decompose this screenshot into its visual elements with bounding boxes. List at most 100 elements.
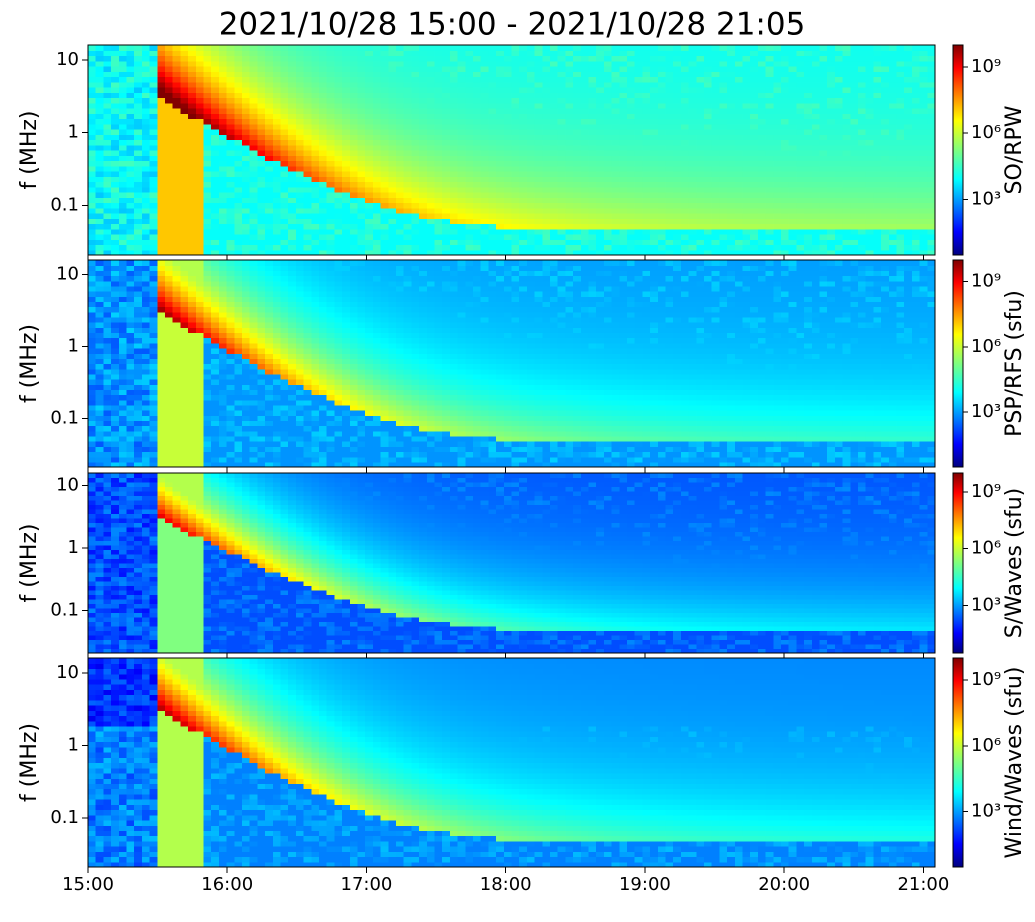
spectrogram-cell: [103, 140, 111, 146]
spectrogram-cell: [827, 245, 835, 251]
spectrogram-cell: [165, 203, 173, 209]
spectrogram-cell: [250, 113, 258, 119]
spectrogram-cell: [127, 129, 135, 135]
spectrogram-cell: [627, 145, 635, 151]
spectrogram-cell: [365, 71, 373, 77]
spectrogram-cell: [758, 166, 766, 172]
spectrogram-cell: [358, 150, 366, 156]
spectrogram-cell: [257, 129, 265, 135]
spectrogram-cell: [227, 166, 235, 172]
spectrogram-cell: [927, 208, 935, 214]
spectrogram-cell: [173, 71, 181, 77]
spectrogram-cell: [512, 150, 520, 156]
spectrogram-cell: [673, 166, 681, 172]
spectrogram-cell: [666, 213, 674, 219]
spectrogram-cell: [673, 218, 681, 224]
spectrogram-cell: [758, 155, 766, 161]
spectrogram-cell: [180, 410, 188, 416]
spectrogram-cell: [704, 224, 712, 230]
spectrogram-cell: [358, 182, 366, 188]
spectrogram-cell: [134, 87, 142, 93]
spectrogram-cell: [858, 192, 866, 198]
spectrogram-cell: [743, 155, 751, 161]
spectrogram-cell: [596, 203, 604, 209]
spectrogram-cell: [589, 187, 597, 193]
spectrogram-cell: [419, 103, 427, 109]
spectrogram-cell: [427, 124, 435, 130]
spectrogram-cell: [173, 374, 181, 380]
spectrogram-cell: [604, 134, 612, 140]
spectrogram-cell: [442, 134, 450, 140]
spectrogram-cell: [119, 229, 127, 235]
spectrogram-cell: [488, 66, 496, 72]
spectrogram-cell: [820, 92, 828, 98]
spectrogram-cell: [358, 213, 366, 219]
spectrogram-cell: [542, 213, 550, 219]
spectrogram-cell: [512, 134, 520, 140]
spectrogram-cell: [188, 171, 196, 177]
spectrogram-cell: [758, 182, 766, 188]
spectrogram-cell: [250, 56, 258, 62]
spectrogram-cell: [250, 171, 258, 177]
spectrogram-cell: [96, 286, 104, 292]
spectrogram-cell: [342, 197, 350, 203]
spectrogram-cell: [88, 384, 96, 390]
spectrogram-cell: [450, 166, 458, 172]
spectrogram-cell: [850, 166, 858, 172]
spectrogram-cell: [704, 150, 712, 156]
spectrogram-cell: [304, 66, 312, 72]
spectrogram-cell: [612, 155, 620, 161]
spectrogram-cell: [658, 66, 666, 72]
spectrogram-cell: [88, 446, 96, 452]
spectrogram-cell: [142, 286, 150, 292]
spectrogram-cell: [180, 364, 188, 370]
spectrogram-cell: [358, 66, 366, 72]
spectrogram-cell: [157, 374, 165, 380]
spectrogram-cell: [712, 124, 720, 130]
spectrogram-cell: [296, 218, 304, 224]
spectrogram-cell: [334, 103, 342, 109]
spectrogram-cell: [111, 348, 119, 354]
spectrogram-cell: [327, 113, 335, 119]
spectrogram-cell: [327, 224, 335, 230]
spectrogram-cell: [666, 103, 674, 109]
spectrogram-cell: [558, 245, 566, 251]
spectrogram-cell: [820, 234, 828, 240]
spectrogram-cell: [134, 245, 142, 251]
spectrogram-cell: [411, 87, 419, 93]
spectrogram-cell: [696, 77, 704, 83]
spectrogram-cell: [812, 108, 820, 114]
spectrogram-cell: [157, 307, 165, 313]
spectrogram-cell: [804, 45, 812, 51]
spectrogram-cell: [127, 322, 135, 328]
spectrogram-cell: [473, 92, 481, 98]
spectrogram-cell: [512, 176, 520, 182]
spectrogram-cell: [927, 45, 935, 51]
spectrogram-cell: [165, 301, 173, 307]
spectrogram-cell: [435, 166, 443, 172]
spectrogram-cell: [334, 134, 342, 140]
spectrogram-cell: [712, 161, 720, 167]
spectrogram-cell: [542, 82, 550, 88]
spectrogram-cell: [327, 145, 335, 151]
spectrogram-cell: [612, 66, 620, 72]
spectrogram-cell: [165, 113, 173, 119]
spectrogram-cell: [96, 441, 104, 447]
spectrogram-cell: [411, 187, 419, 193]
spectrogram-cell: [612, 124, 620, 130]
spectrogram-cell: [165, 197, 173, 203]
spectrogram-cell: [234, 166, 242, 172]
spectrogram-cell: [604, 113, 612, 119]
spectrogram-cell: [835, 229, 843, 235]
spectrogram-cell: [88, 343, 96, 349]
spectrogram-cell: [843, 197, 851, 203]
spectrogram-cell: [127, 155, 135, 161]
spectrogram-cell: [88, 239, 96, 245]
spectrogram-cell: [196, 71, 204, 77]
spectrogram-cell: [265, 140, 273, 146]
spectrogram-cell: [843, 171, 851, 177]
spectrogram-cell: [281, 45, 289, 51]
spectrogram-cell: [411, 229, 419, 235]
spectrogram-cell: [296, 71, 304, 77]
spectrogram-cell: [504, 213, 512, 219]
